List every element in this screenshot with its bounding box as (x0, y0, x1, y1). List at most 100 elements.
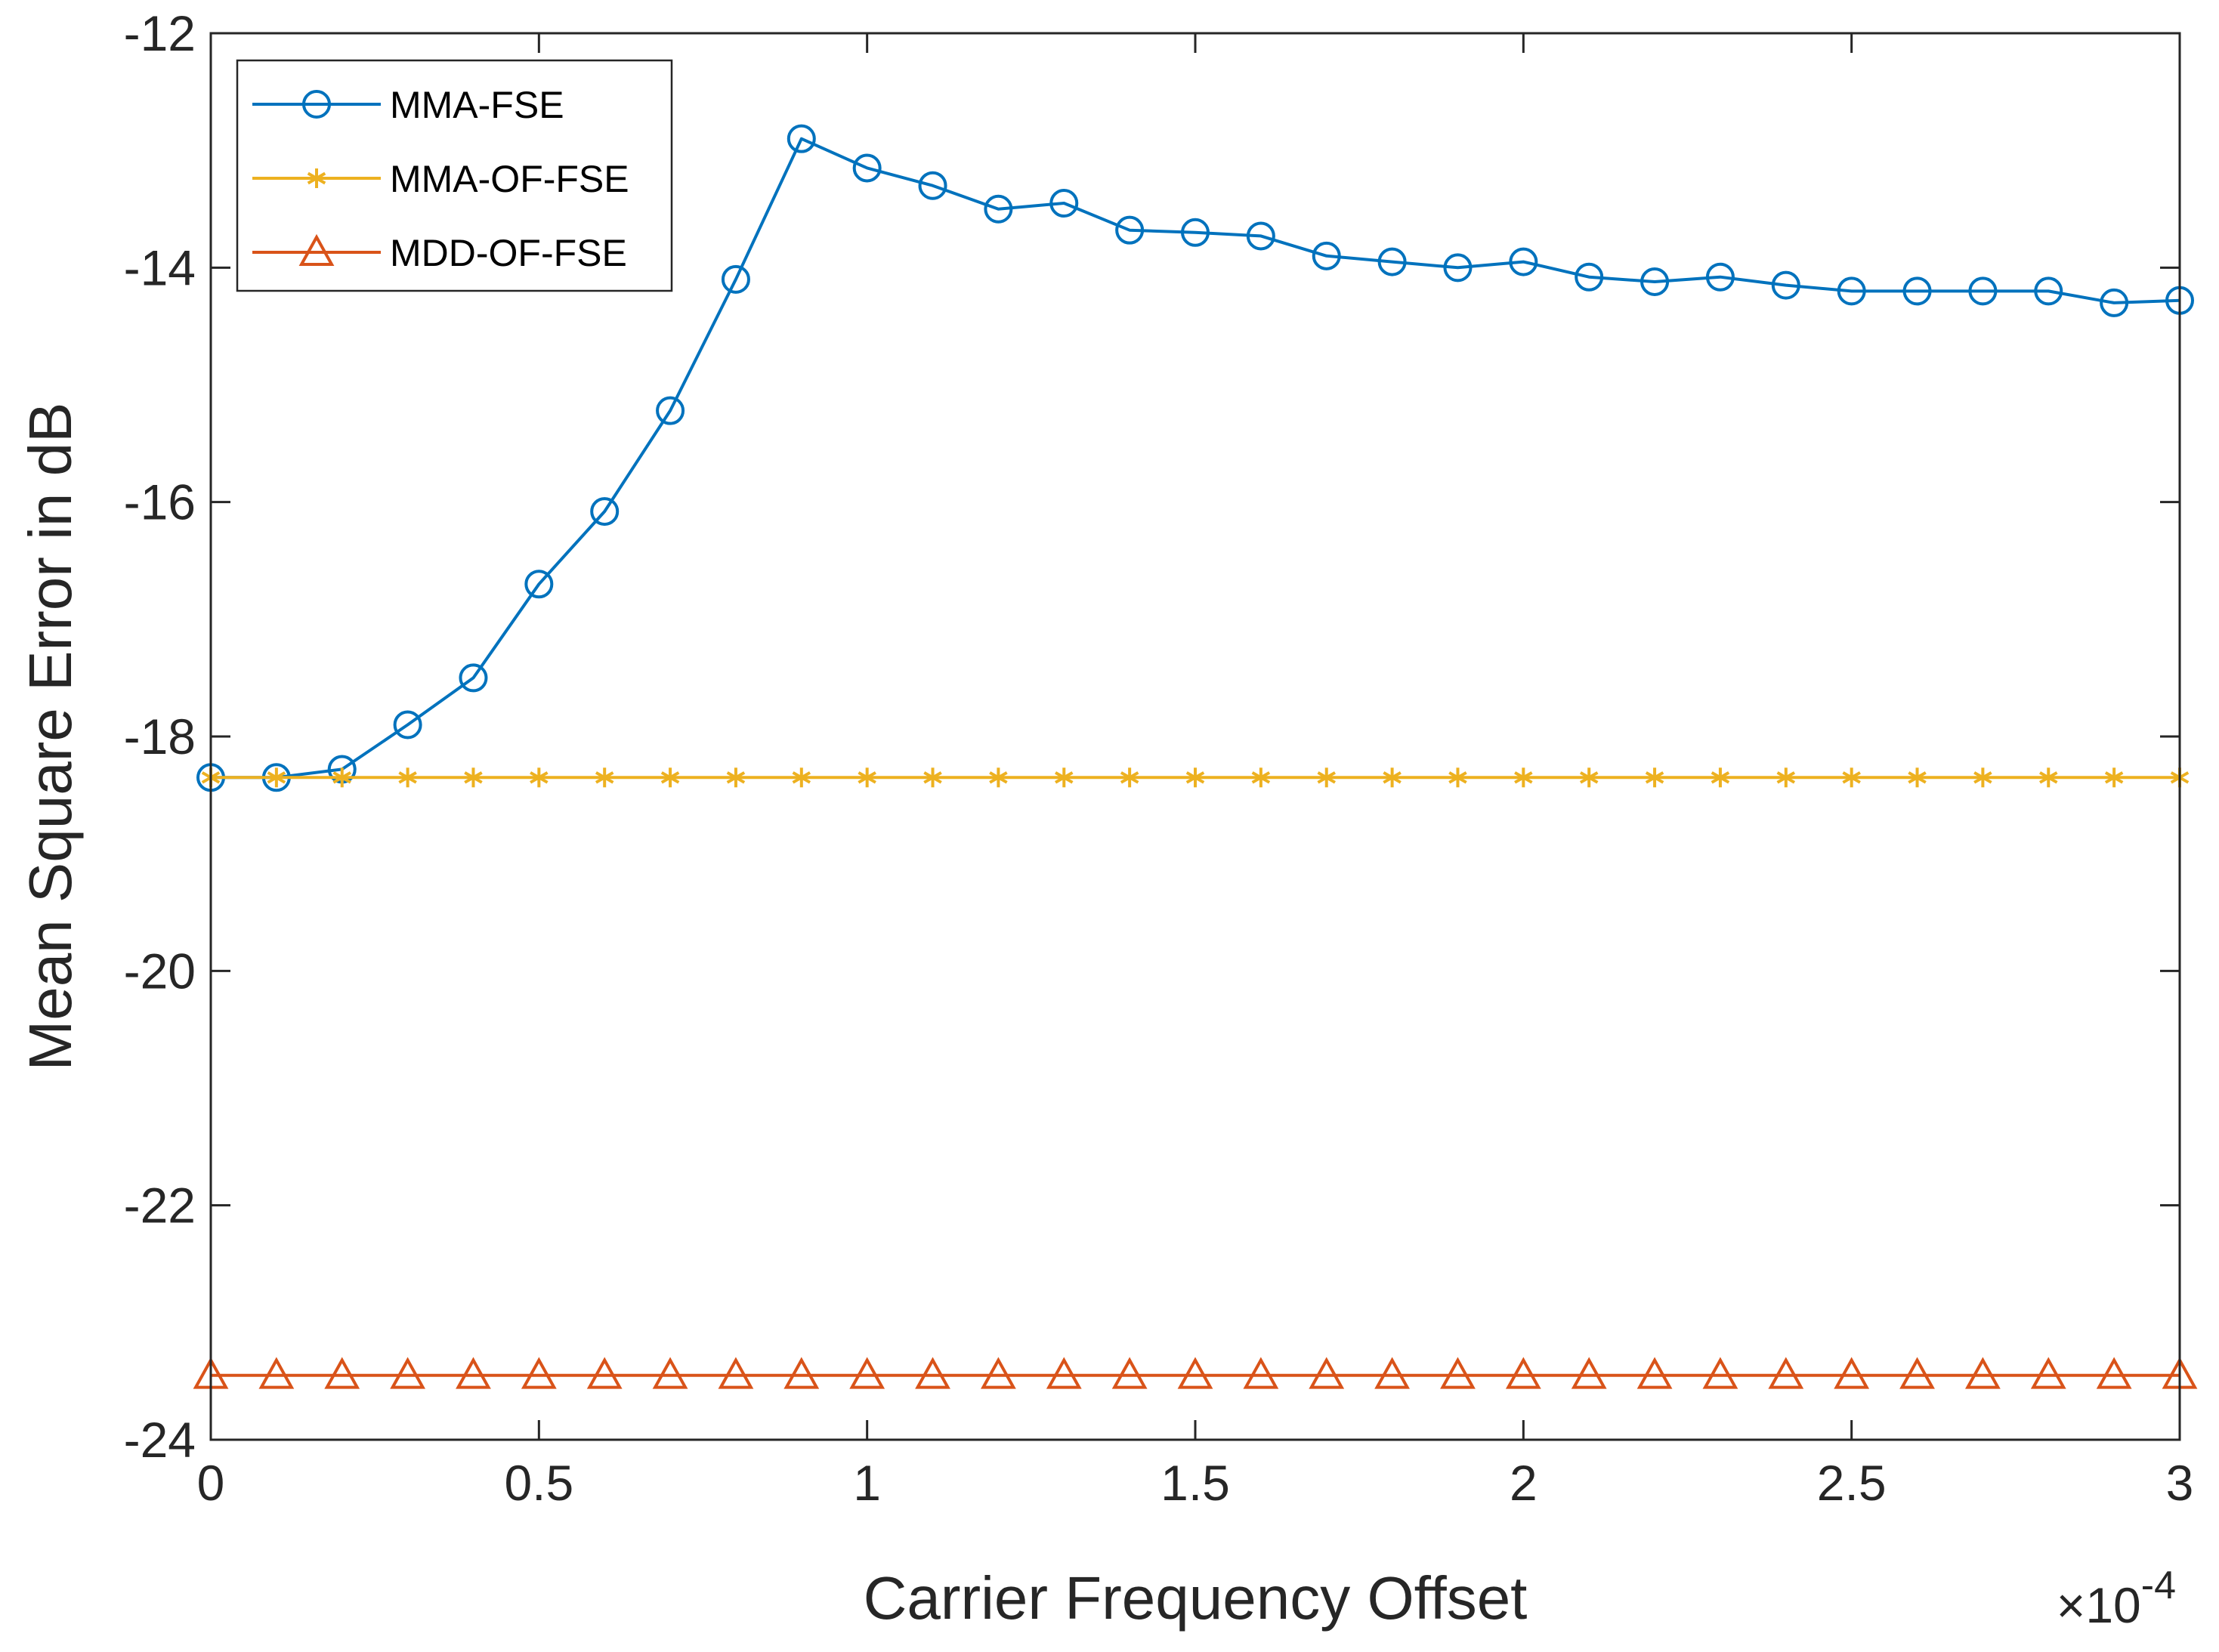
data-point-mma-fse (524, 570, 554, 599)
data-point-mma-fse (1837, 276, 1866, 306)
data-point-mma-of-fse (464, 767, 483, 788)
data-point-mma-fse (1575, 262, 1604, 292)
y-tick-label: -24 (124, 1412, 196, 1468)
data-point-mma-of-fse (1973, 767, 1992, 788)
x-exponent-base: ×10 (2057, 1577, 2141, 1633)
data-point-mma-fse (393, 710, 422, 740)
data-point-mma-fse (918, 171, 947, 200)
legend-item-mma-fse[interactable]: MMA-FSE (252, 84, 564, 126)
data-point-mdd-of-fse (1965, 1357, 2001, 1389)
x-tick-label: 1.5 (1160, 1455, 1230, 1511)
ticks-layer: 0 0.5 1 1.5 2 2.5 3 -24 -22 -20 -18 -16 -14 -12 (124, 5, 2194, 1511)
data-point-mma-fse (1115, 215, 1145, 245)
data-point-mdd-of-fse (1440, 1357, 1476, 1389)
y-tick-label: -12 (124, 5, 196, 61)
data-point-mma-of-fse (1579, 767, 1599, 788)
x-tick-label: 0 (197, 1455, 225, 1511)
data-point-mma-of-fse (660, 767, 680, 788)
data-point-mma-of-fse (1383, 767, 1402, 788)
x-tick-label: 2 (1510, 1455, 1538, 1511)
data-point-mma-of-fse (923, 767, 942, 788)
data-point-mma-fse (721, 264, 750, 294)
data-point-mma-of-fse (858, 767, 876, 788)
data-point-mdd-of-fse (1768, 1357, 1804, 1389)
data-point-mma-of-fse (1908, 767, 1927, 788)
data-point-mdd-of-fse (1177, 1357, 1213, 1389)
data-point-mdd-of-fse (1899, 1357, 1935, 1389)
data-point-mma-of-fse (1251, 767, 1271, 788)
data-point-mma-of-fse (2039, 767, 2058, 788)
data-point-mma-of-fse (1645, 767, 1664, 788)
y-tick-label: -20 (124, 943, 196, 999)
x-tick-label: 1 (853, 1455, 881, 1511)
data-point-mma-fse (656, 396, 685, 425)
legend-marker-mma-of-fse (307, 168, 326, 188)
x-tick-label: 3 (2166, 1455, 2194, 1511)
data-point-mdd-of-fse (1046, 1357, 1082, 1389)
legend-item-mdd-of-fse[interactable]: MDD-OF-FSE (252, 232, 627, 274)
data-point-mma-fse (984, 194, 1013, 224)
data-point-mma-fse (1246, 221, 1275, 251)
data-point-mdd-of-fse (390, 1357, 425, 1389)
data-point-mma-fse (852, 153, 882, 183)
data-point-mma-of-fse (595, 767, 614, 788)
data-point-mma-fse (1771, 270, 1800, 300)
legend-item-mma-of-fse[interactable]: MMA-OF-FSE (252, 158, 629, 200)
data-point-mdd-of-fse (521, 1357, 557, 1389)
legend-marker-mdd-of-fse (298, 233, 335, 266)
data-point-mma-of-fse (989, 767, 1008, 788)
y-axis-label: Mean Square Error in dB (17, 403, 84, 1071)
data-point-mma-of-fse (1055, 767, 1074, 788)
data-point-mma-of-fse (726, 767, 746, 788)
data-point-mdd-of-fse (258, 1357, 295, 1389)
legend-label-mma-of-fse: MMA-OF-FSE (390, 158, 629, 200)
data-point-mdd-of-fse (2096, 1357, 2132, 1389)
data-point-mma-of-fse (398, 767, 417, 788)
data-point-mma-of-fse (792, 767, 811, 788)
legend-items: MMA-FSE MMA-OF-FSE MDD-OF-FSE (252, 84, 629, 274)
data-point-mma-fse (1312, 241, 1341, 270)
data-point-mdd-of-fse (783, 1357, 820, 1389)
data-point-mma-of-fse (1514, 767, 1533, 788)
x-exponent-label: ×10-4 (2057, 1564, 2176, 1633)
data-point-mma-of-fse (267, 767, 286, 788)
series-line-mma-fse (211, 137, 2180, 780)
data-point-mma-fse (2100, 288, 2129, 317)
data-point-mdd-of-fse (1374, 1357, 1410, 1389)
data-point-mma-fse (1509, 247, 1538, 276)
data-point-mma-fse (1968, 276, 1998, 306)
data-point-mdd-of-fse (1571, 1357, 1607, 1389)
data-point-mma-fse (2034, 276, 2063, 306)
x-axis-label: Carrier Frequency Offset (864, 1564, 1528, 1632)
data-point-mma-fse (1902, 276, 1932, 306)
data-point-mma-of-fse (332, 767, 351, 788)
data-point-mma-fse (1181, 218, 1210, 247)
legend[interactable]: MMA-FSE MMA-OF-FSE MDD-OF-FSE (236, 59, 673, 292)
data-point-mdd-of-fse (1636, 1357, 1673, 1389)
data-point-mma-fse (1377, 247, 1407, 276)
data-point-mma-of-fse (1842, 767, 1861, 788)
data-point-mdd-of-fse (652, 1357, 688, 1389)
legend-marker-mma-fse (302, 90, 331, 119)
y-tick-label: -18 (124, 709, 196, 764)
data-point-mdd-of-fse (1834, 1357, 1870, 1389)
data-point-mdd-of-fse (1243, 1357, 1279, 1389)
data-point-mdd-of-fse (324, 1357, 360, 1389)
data-point-mma-of-fse (1120, 767, 1139, 788)
x-tick-label: 0.5 (504, 1455, 573, 1511)
x-exponent-power: -4 (2141, 1564, 2176, 1607)
legend-label-mdd-of-fse: MDD-OF-FSE (390, 232, 627, 274)
data-point-mma-fse (590, 497, 620, 526)
data-point-mdd-of-fse (1309, 1357, 1345, 1389)
data-point-mma-fse (1443, 253, 1473, 283)
data-point-mdd-of-fse (1702, 1357, 1738, 1389)
data-point-mma-of-fse (1317, 767, 1336, 788)
legend-label-mma-fse: MMA-FSE (390, 84, 564, 126)
data-point-mma-of-fse (1185, 767, 1205, 788)
data-point-mdd-of-fse (2030, 1357, 2066, 1389)
y-tick-label: -14 (124, 239, 196, 295)
y-tick-label: -16 (124, 474, 196, 530)
data-point-mma-of-fse (1711, 767, 1730, 788)
data-point-mma-of-fse (1776, 767, 1796, 788)
